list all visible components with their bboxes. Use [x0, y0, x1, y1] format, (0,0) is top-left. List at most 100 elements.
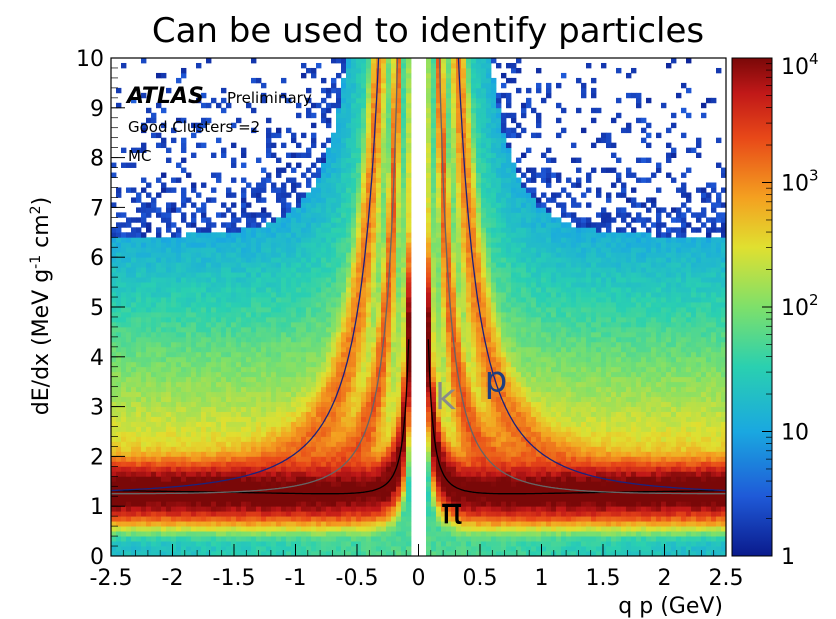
heatmap-cell [161, 486, 167, 492]
heatmap-cell [116, 302, 122, 308]
heatmap-cell [326, 242, 332, 248]
heatmap-cell [281, 396, 287, 403]
heatmap-cell [166, 451, 172, 457]
heatmap-cell [266, 431, 272, 437]
heatmap-cell [366, 307, 372, 313]
heatmap-cell [121, 336, 127, 343]
heatmap-cell [181, 386, 187, 393]
heatmap-cell [401, 132, 407, 139]
heatmap-cell [181, 431, 187, 437]
heatmap-cell [166, 486, 172, 492]
heatmap-cell [346, 471, 352, 477]
heatmap-cell [381, 287, 387, 293]
heatmap-cell [381, 446, 387, 452]
heatmap-cell [266, 381, 272, 388]
heatmap-cell [241, 411, 247, 417]
heatmap-cell [141, 232, 147, 238]
heatmap-cell [291, 546, 297, 552]
heatmap-cell [186, 287, 192, 293]
heatmap-cell [366, 197, 372, 203]
heatmap-cell [296, 197, 302, 203]
heatmap-cell [266, 302, 272, 308]
heatmap-cell [281, 287, 287, 293]
heatmap-cell [166, 336, 172, 343]
heatmap-cells [111, 58, 726, 556]
heatmap-cell [221, 491, 227, 497]
heatmap-cell [236, 117, 242, 124]
heatmap-cell [336, 396, 342, 403]
heatmap-cell [341, 421, 347, 427]
heatmap-cell [356, 272, 362, 278]
heatmap-cell [121, 376, 127, 383]
heatmap-cell [136, 197, 142, 203]
heatmap-cell [376, 202, 382, 208]
heatmap-cell [431, 491, 437, 497]
heatmap-cell [271, 232, 277, 238]
heatmap-cell [171, 356, 177, 363]
heatmap-cell [386, 406, 392, 412]
heatmap-cell [121, 307, 127, 313]
heatmap-cell [381, 481, 387, 487]
heatmap-cell [261, 421, 267, 427]
heatmap-cell [136, 541, 142, 547]
heatmap-cell [251, 257, 257, 263]
heatmap-cell [316, 287, 322, 293]
heatmap-cell [261, 182, 267, 188]
heatmap-cell [261, 277, 267, 283]
heatmap-cell [201, 431, 207, 437]
heatmap-cell [121, 406, 127, 412]
heatmap-cell [291, 336, 297, 343]
heatmap-cell [181, 451, 187, 457]
heatmap-cell [396, 137, 402, 144]
heatmap-cell [426, 132, 432, 139]
heatmap-cell [341, 506, 347, 512]
heatmap-cell [386, 67, 392, 74]
heatmap-cell [366, 411, 372, 417]
heatmap-cell [366, 222, 372, 228]
heatmap-cell [246, 491, 252, 497]
heatmap-cell [366, 426, 372, 432]
heatmap-cell [156, 321, 162, 328]
heatmap-cell [281, 222, 287, 228]
heatmap-cell [206, 396, 212, 403]
heatmap-cell [226, 282, 232, 288]
heatmap-cell [166, 351, 172, 358]
heatmap-cell [336, 242, 342, 248]
heatmap-cell [291, 227, 297, 233]
heatmap-cell [146, 182, 152, 188]
heatmap-cell [331, 386, 337, 393]
heatmap-cell [386, 297, 392, 303]
heatmap-cell [186, 406, 192, 412]
heatmap-cell [261, 316, 267, 323]
heatmap-cell [356, 411, 362, 417]
heatmap-cell [356, 346, 362, 353]
heatmap-cell [141, 331, 147, 338]
heatmap-cell [201, 491, 207, 497]
heatmap-cell [166, 391, 172, 398]
heatmap-cell [261, 466, 267, 472]
heatmap-cell [191, 411, 197, 417]
heatmap-cell [361, 242, 367, 248]
heatmap-cell [376, 466, 382, 472]
heatmap-cell [201, 451, 207, 457]
heatmap-cell [351, 461, 357, 467]
heatmap-cell [211, 521, 217, 527]
heatmap-cell [246, 396, 252, 403]
heatmap-cell [196, 521, 202, 527]
heatmap-cell [426, 476, 432, 482]
heatmap-cell [376, 117, 382, 124]
heatmap-cell [396, 546, 402, 552]
heatmap-cell [326, 267, 332, 273]
heatmap-cell [241, 551, 247, 556]
heatmap-cell [156, 336, 162, 343]
heatmap-cell [166, 212, 172, 218]
heatmap-cell [351, 207, 357, 213]
heatmap-cell [116, 381, 122, 388]
heatmap-cell [161, 526, 167, 532]
heatmap-cell [271, 476, 277, 482]
heatmap-cell [186, 292, 192, 298]
heatmap-cell [111, 376, 117, 383]
heatmap-cell [306, 396, 312, 403]
heatmap-cell [126, 336, 132, 343]
heatmap-cell [141, 311, 147, 318]
